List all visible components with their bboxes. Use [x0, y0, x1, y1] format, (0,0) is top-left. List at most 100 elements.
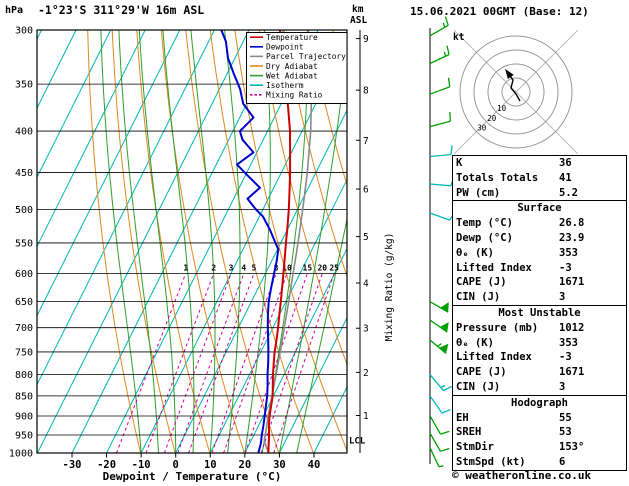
legend-label: Temperature [266, 33, 318, 42]
stat-value: 153° [559, 441, 585, 454]
stat-value: 6 [559, 455, 566, 468]
mixing-ratio-value-label: 4 [241, 264, 246, 273]
temp-tick-label: -10 [132, 459, 151, 471]
stat-value: 353 [559, 336, 578, 349]
wind-barb [429, 145, 453, 158]
stat-row: CIN (J) 3 [453, 380, 626, 395]
table-section: K 36 Totals Totals 41 PW (cm) 5.2 [453, 156, 626, 200]
legend-label: Parcel Trajectory [266, 52, 346, 61]
stat-value: 353 [559, 246, 578, 259]
stat-label: StmSpd (kt) [456, 455, 526, 468]
altitude-unit-asl: ASL [350, 15, 367, 26]
stat-label: EH [456, 411, 469, 424]
mixing-ratio-value-label: 15 [303, 264, 313, 273]
wind-barb [429, 212, 453, 221]
stat-value: 23.9 [559, 231, 585, 244]
pressure-tick-label: 550 [15, 238, 33, 249]
hodograph-unit: kt [453, 32, 464, 43]
pressure-tick-label: 850 [15, 391, 33, 402]
stat-row: StmDir 153° [453, 440, 626, 455]
km-tick-label: 3 [363, 324, 369, 335]
parcel-trajectory-curve [263, 30, 313, 453]
stat-row: CAPE (J) 1671 [453, 275, 626, 290]
stats-table: K 36 Totals Totals 41 PW (cm) 5.2 Surface Temp … [452, 155, 627, 471]
legend-label: Dewpoint [266, 43, 304, 52]
stat-value: 26.8 [559, 217, 585, 230]
wind-barb [429, 339, 449, 355]
table-section: Surface Temp (°C) 26.8 Dewp (°C) 23.9 θₑ (K) 3… [453, 200, 626, 305]
pressure-tick-label: 900 [15, 411, 33, 422]
legend-label: Isotherm [266, 81, 304, 90]
lcl-label: LCL [349, 436, 366, 446]
stat-value: 3 [559, 380, 566, 393]
stat-row: Temp (°C) 26.8 [453, 216, 626, 231]
pressure-gridlines [37, 29, 347, 454]
wind-barb [429, 77, 451, 95]
station-title: -1°23'S 311°29'W 16m ASL [38, 3, 204, 17]
stat-value: 36 [559, 157, 572, 169]
km-tick-label: 2 [363, 368, 369, 379]
km-tick-label: 9 [363, 34, 369, 45]
stat-value: -3 [559, 261, 572, 274]
stat-value: 1671 [559, 366, 585, 379]
copyright: © weatheronline.co.uk [452, 469, 592, 482]
hodograph-trace [507, 72, 521, 102]
table-section-header: Surface [517, 202, 562, 215]
stat-value: -3 [559, 351, 572, 364]
temp-tick-label: 10 [204, 459, 217, 471]
pressure-tick-label: 300 [15, 26, 33, 37]
stat-row: StmSpd (kt) 6 [453, 455, 626, 470]
altitude-unit-km: km [352, 4, 364, 15]
skewt-chart: 3003504004505005506006507007508008509009… [5, 3, 395, 483]
table-section: Hodograph EH 55 SREH 53 StmDir 153° StmSpd (kt)… [453, 394, 626, 470]
stat-label: CAPE (J) [456, 276, 507, 289]
legend-label: Mixing Ratio [266, 91, 323, 100]
pressure-tick-label: 950 [15, 430, 33, 441]
stat-label: θₑ (K) [456, 336, 494, 349]
stat-row: PW (cm) 5.2 [453, 186, 626, 201]
mixing-ratio-value-label: 2 [211, 264, 216, 273]
temp-tick-label: -20 [97, 459, 116, 471]
stat-row: SREH 53 [453, 425, 626, 440]
wind-barb [429, 301, 449, 313]
stat-label: SREH [456, 426, 482, 439]
hodograph-ring [487, 63, 545, 121]
pressure-tick-label: 750 [15, 347, 33, 358]
km-tick-label: 8 [363, 86, 369, 97]
stat-row: Dewp (°C) 23.9 [453, 231, 626, 246]
x-axis-label: Dewpoint / Temperature (°C) [103, 470, 282, 483]
mixing-ratio-value-label: 3 [229, 264, 234, 273]
legend-label: Wet Adiabat [266, 71, 318, 80]
legend-box [246, 32, 348, 104]
temp-tick-label: -30 [63, 459, 82, 471]
dewpoint-curve [220, 30, 280, 453]
stat-value: 3 [559, 291, 566, 304]
stat-row: Lifted Index -3 [453, 350, 626, 365]
table-section: Most Unstable Pressure (mb) 1012 θₑ (K) 353 L… [453, 304, 626, 395]
table-section-header: Hodograph [511, 396, 568, 409]
stat-label: Totals Totals [456, 171, 539, 184]
stat-row: K 36 [453, 156, 626, 171]
temp-tick-label: 0 [173, 459, 179, 471]
stat-label: CAPE (J) [456, 366, 507, 379]
ring-label: 30 [477, 124, 487, 133]
stat-row: Lifted Index -3 [453, 261, 626, 276]
stat-value: 41 [559, 171, 572, 184]
stat-label: K [456, 157, 463, 169]
stat-value: 1012 [559, 321, 585, 334]
stat-row: Pressure (mb) 1012 [453, 321, 626, 336]
wind-barb [429, 447, 444, 468]
mixing-ratio-value-label: 1 [183, 264, 188, 273]
mixing-ratio-value-label: 25 [329, 264, 339, 273]
ring-label: 10 [497, 104, 507, 113]
wind-barb [429, 111, 451, 128]
stat-label: Lifted Index [456, 261, 532, 274]
pressure-tick-label: 350 [15, 80, 33, 91]
pressure-tick-label: 650 [15, 297, 33, 308]
stat-label: CIN (J) [456, 291, 501, 304]
pressure-tick-label: 800 [15, 370, 33, 381]
temp-tick-label: 40 [308, 459, 321, 471]
wind-barb [429, 415, 450, 435]
